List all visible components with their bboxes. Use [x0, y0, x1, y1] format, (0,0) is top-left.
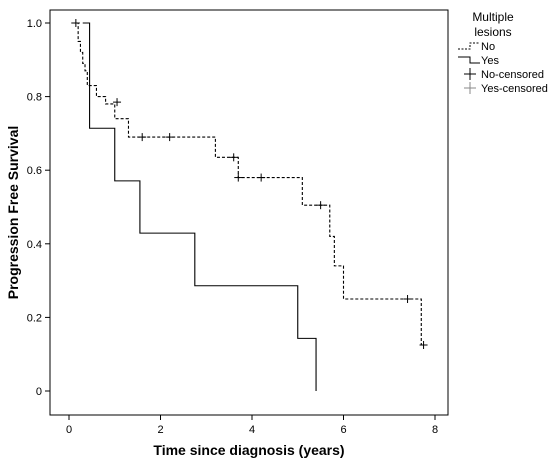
legend-entry-no: No [458, 41, 495, 53]
series-layer [71, 19, 428, 391]
legend-label: Yes-censored [481, 83, 548, 95]
x-tick-label: 8 [432, 424, 438, 436]
y-tick-label: 0 [36, 386, 42, 398]
y-tick-label: 0.6 [27, 165, 42, 177]
series-line-yes [82, 22, 317, 391]
legend: Multiple lesions No Yes No-censored Yes-cen… [458, 10, 548, 95]
censor-mark-no [403, 295, 412, 303]
series-line-no [71, 22, 422, 345]
y-tick-label: 0.8 [27, 92, 42, 104]
legend-label: No [481, 41, 495, 53]
legend-entry-yes: Yes [458, 55, 499, 67]
censor-mark-no [138, 133, 147, 142]
legend-entry-yes-censored: Yes-censored [464, 82, 548, 95]
legend-entries: No Yes No-censored Yes-censored [458, 41, 548, 95]
y-tick-label: 1.0 [27, 18, 42, 30]
censor-mark-no [71, 19, 80, 27]
legend-label: No-censored [481, 69, 544, 81]
x-tick-label: 2 [157, 424, 163, 436]
x-axis-title: Time since diagnosis (years) [153, 442, 344, 458]
censor-mark-no [229, 153, 238, 162]
y-axis-title: Progression Free Survival [5, 126, 21, 300]
x-tick-label: 0 [66, 424, 72, 436]
legend-symbol-dashed [458, 42, 480, 50]
legend-title-line-1: Multiple [472, 10, 514, 24]
censor-mark-no [316, 201, 325, 210]
x-tick-label: 4 [249, 424, 255, 436]
legend-symbol-solid [458, 56, 480, 64]
censor-mark-no [234, 173, 243, 182]
legend-title-line-2: lesions [474, 25, 511, 39]
censor-mark-no [113, 98, 122, 107]
legend-entry-no-censored: No-censored [464, 68, 544, 81]
x-tick-label: 6 [340, 424, 346, 436]
y-tick-label: 0.4 [27, 239, 42, 251]
x-axis-ticks: 0 2 4 6 8 [66, 415, 438, 436]
y-axis-ticks: 0 0.2 0.4 0.6 0.8 1.0 [27, 18, 50, 398]
censor-mark-no [165, 133, 174, 142]
legend-label: Yes [481, 55, 499, 67]
censor-mark-no [419, 341, 428, 349]
y-tick-label: 0.2 [27, 312, 42, 324]
censor-mark-no [257, 173, 266, 182]
plot-frame [49, 9, 449, 416]
